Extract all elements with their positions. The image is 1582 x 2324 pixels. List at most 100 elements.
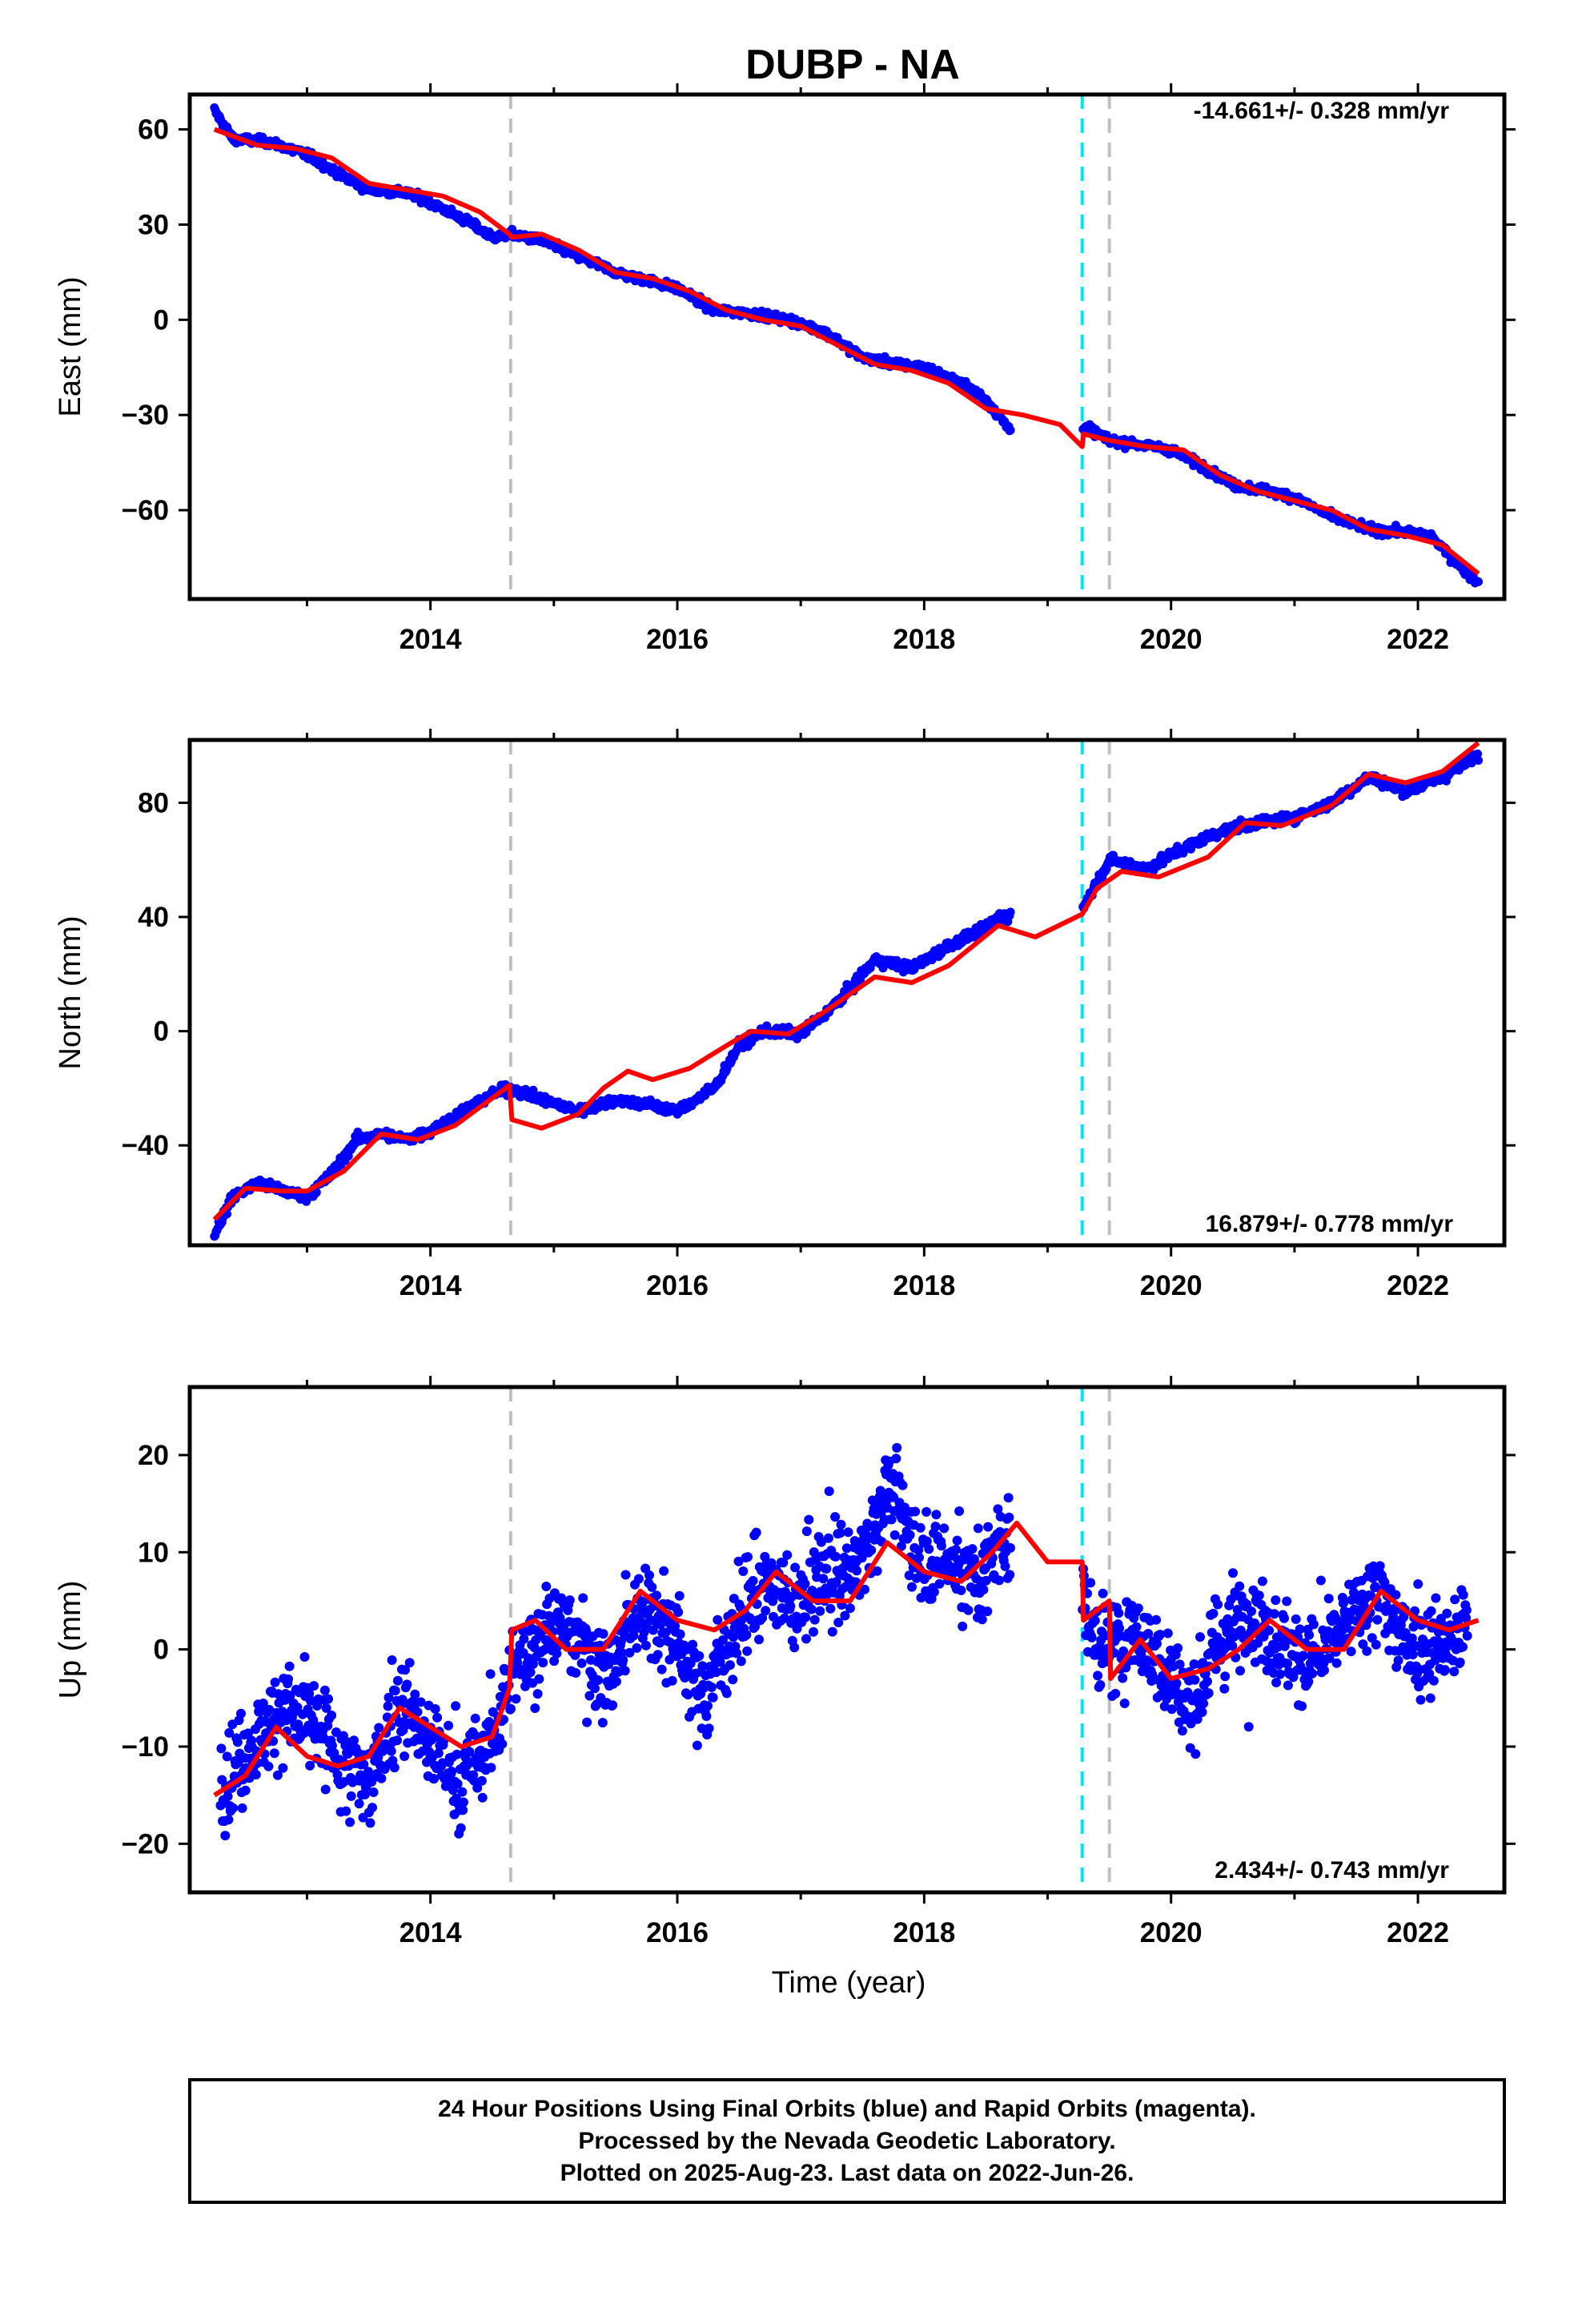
data-point — [1182, 1687, 1193, 1698]
data-point — [1119, 1699, 1130, 1708]
data-point — [692, 1740, 702, 1751]
data-point — [738, 1566, 749, 1576]
data-point — [477, 1792, 488, 1803]
data-point — [1006, 1542, 1015, 1553]
data-point — [1413, 1579, 1423, 1589]
data-point — [809, 1547, 819, 1558]
data-point — [251, 1770, 261, 1779]
data-point — [685, 1659, 696, 1669]
data-point — [694, 1651, 705, 1661]
data-point — [721, 1688, 732, 1699]
data-point — [1235, 1581, 1245, 1591]
data-point — [608, 1700, 618, 1711]
data-point — [1174, 1659, 1185, 1670]
data-point — [321, 1703, 331, 1713]
rate-label-up: 2.434+/- 0.743 mm/yr — [1215, 1857, 1449, 1884]
data-point — [323, 1694, 333, 1704]
y-axis-label-up: Up (mm) — [54, 1581, 87, 1699]
data-point — [1458, 1642, 1468, 1652]
data-point — [1086, 1578, 1096, 1588]
data-point — [1192, 1714, 1203, 1724]
data-point — [1425, 1693, 1435, 1703]
data-point — [1461, 1605, 1472, 1615]
data-point — [831, 1577, 841, 1587]
data-point — [741, 1630, 752, 1640]
data-point — [1226, 1594, 1236, 1605]
data-point — [835, 1528, 845, 1538]
x-tick-label: 2020 — [1140, 1917, 1203, 1948]
data-point — [612, 1676, 621, 1687]
data-point — [915, 1522, 926, 1533]
x-tick-label: 2016 — [646, 1917, 709, 1948]
data-point — [924, 1544, 934, 1554]
footer-box — [188, 2078, 1506, 2204]
data-point — [905, 1530, 915, 1540]
data-point — [1177, 1726, 1187, 1736]
data-point — [387, 1655, 397, 1665]
data-point — [400, 1665, 410, 1675]
data-points-east — [210, 103, 1484, 588]
data-point — [228, 1803, 239, 1813]
data-point — [1304, 1630, 1315, 1640]
data-point — [815, 1606, 825, 1616]
data-point — [896, 1541, 906, 1551]
data-point — [1346, 1647, 1356, 1657]
data-point — [1362, 1646, 1372, 1656]
data-point — [1110, 1688, 1121, 1699]
data-point — [451, 1701, 461, 1711]
data-point — [346, 1791, 356, 1801]
data-point — [1118, 1673, 1128, 1683]
data-point — [576, 1658, 587, 1668]
y-tick-label: −10 — [122, 1731, 169, 1763]
data-point — [841, 1543, 852, 1554]
data-point — [1232, 1605, 1243, 1614]
data-point — [240, 1785, 251, 1795]
data-point — [355, 1770, 366, 1780]
data-point — [1415, 1695, 1426, 1705]
y-tick-label: −30 — [122, 400, 169, 431]
data-point — [1257, 1576, 1267, 1586]
data-point — [852, 1566, 862, 1576]
data-point — [1391, 1590, 1401, 1600]
data-point — [349, 1735, 359, 1746]
data-point — [703, 1701, 713, 1711]
data-point — [648, 1625, 658, 1635]
data-point — [994, 1575, 1005, 1586]
data-point — [1375, 1561, 1385, 1571]
data-point — [652, 1590, 661, 1601]
data-point — [1159, 1701, 1170, 1711]
data-point — [1242, 1599, 1252, 1610]
data-point — [1271, 1595, 1281, 1606]
data-point — [892, 1442, 902, 1453]
data-point — [1005, 1570, 1015, 1580]
plot-area-east — [210, 94, 1484, 599]
data-point — [341, 1806, 351, 1816]
data-point — [376, 1773, 387, 1783]
data-point — [1408, 1622, 1419, 1632]
data-point — [270, 1677, 280, 1687]
data-point — [860, 1584, 869, 1594]
data-point — [656, 1664, 667, 1675]
data-point — [404, 1658, 415, 1668]
data-point — [429, 1774, 439, 1784]
data-point — [389, 1763, 400, 1773]
data-point — [1320, 1634, 1331, 1645]
data-point — [368, 1787, 379, 1797]
data-point — [1303, 1676, 1314, 1687]
y-tick-label: 40 — [138, 902, 169, 933]
data-point — [1235, 1666, 1245, 1676]
data-point — [954, 1506, 965, 1516]
data-point — [311, 1188, 321, 1197]
data-point — [801, 1634, 811, 1644]
data-point — [1442, 1608, 1452, 1618]
data-point — [1197, 1707, 1207, 1717]
data-point — [804, 1514, 814, 1525]
data-point — [1411, 1641, 1422, 1651]
data-point — [1371, 1639, 1381, 1650]
data-point — [872, 1566, 882, 1576]
data-point — [963, 1605, 974, 1615]
data-point — [1173, 1643, 1183, 1653]
